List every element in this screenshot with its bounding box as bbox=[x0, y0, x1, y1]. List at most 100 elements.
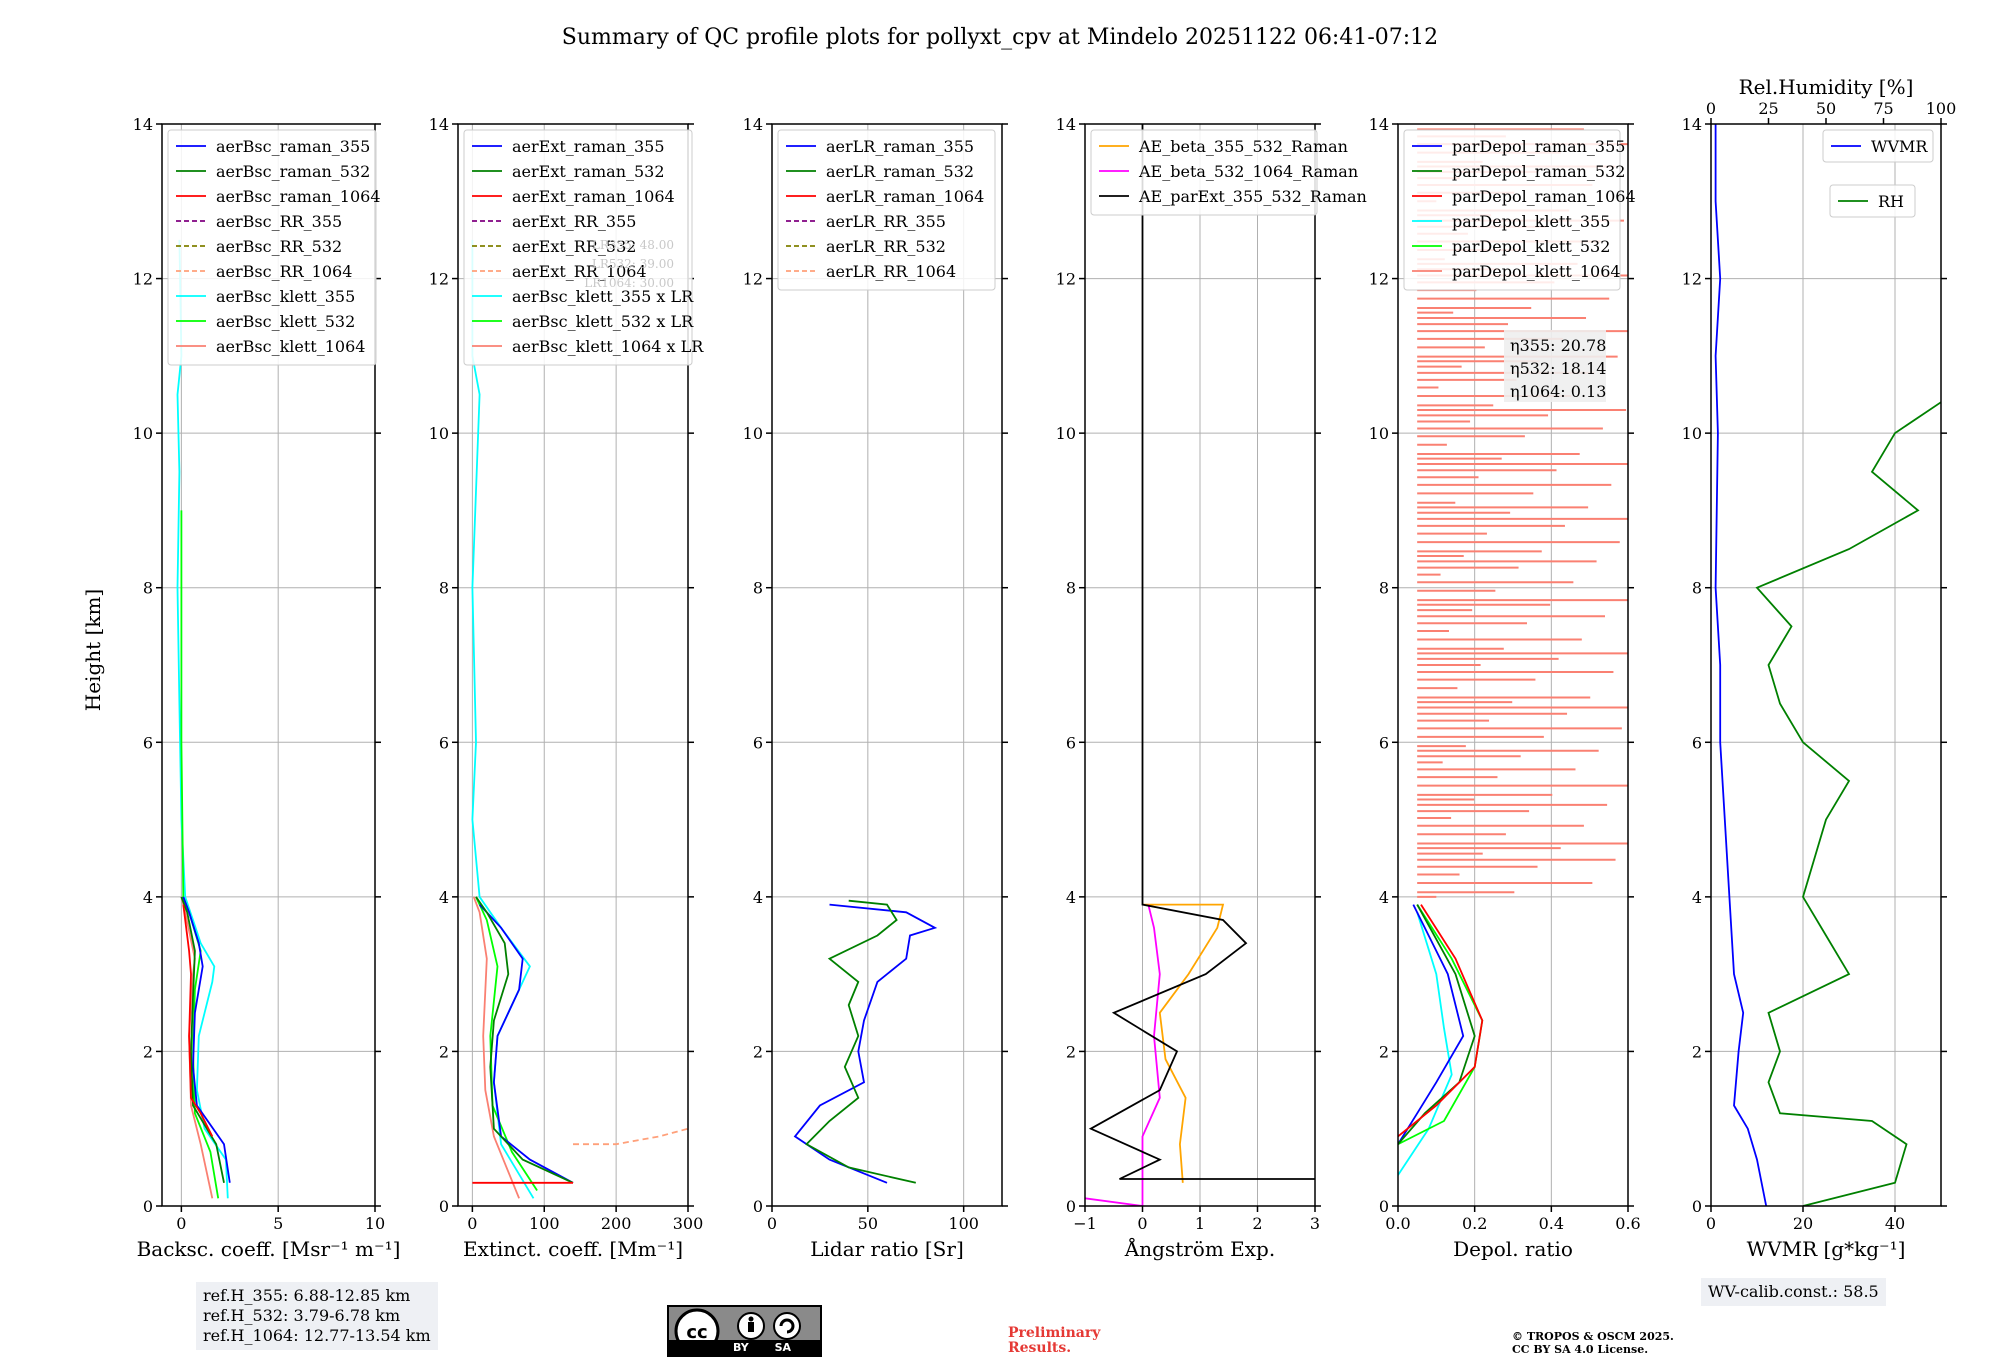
x-axis-label: Lidar ratio [Sr] bbox=[810, 1237, 964, 1261]
series-parDepol_klett_355 bbox=[1398, 912, 1453, 1176]
x-tick-label: 300 bbox=[673, 1214, 704, 1233]
series-aerExt_raman_532 bbox=[475, 896, 574, 1184]
y-tick-label: 14 bbox=[1682, 115, 1702, 134]
series-aerBsc_raman_1064 bbox=[182, 904, 214, 1137]
y-tick-label: 6 bbox=[143, 733, 153, 752]
y-tick-label: 4 bbox=[1066, 888, 1076, 907]
legend-label: aerBsc_raman_532 bbox=[216, 162, 370, 181]
x-tick-label: 0 bbox=[1137, 1214, 1147, 1233]
axes-frame bbox=[771, 123, 1003, 1207]
y-tick-label: 4 bbox=[1379, 888, 1389, 907]
series-aerBsc_klett_532 x LR bbox=[475, 896, 538, 1191]
legend-label: aerLR_raman_1064 bbox=[826, 187, 984, 206]
legend-box bbox=[167, 129, 377, 366]
x-tick-label: 1 bbox=[1195, 1214, 1205, 1233]
legend-label: AE_parExt_355_532_Raman bbox=[1138, 187, 1367, 206]
x-tick-label: 0 bbox=[176, 1214, 186, 1233]
panel-backscatter: 0 5 10 0 2 4 6 8 10 12 14 Backsc. coeff. [Msr⁻¹ m⁻¹… bbox=[133, 115, 401, 1261]
x-axis-label: WVMR [g*kg⁻¹] bbox=[1747, 1237, 1906, 1261]
figure-title: Summary of QC profile plots for pollyxt_… bbox=[562, 25, 1438, 50]
panel-lidar_ratio: 0 50 100 0 2 4 6 8 10 12 14 Lidar ratio [Sr] aerLR_r… bbox=[743, 115, 1008, 1261]
legend-label: parDepol_raman_532 bbox=[1452, 162, 1625, 181]
legend-label: aerExt_raman_532 bbox=[512, 162, 665, 181]
x-axis-label: Ångström Exp. bbox=[1124, 1236, 1275, 1261]
svg-text:cc: cc bbox=[686, 1322, 707, 1343]
legend-label: AE_beta_355_532_Raman bbox=[1138, 137, 1348, 156]
y-tick-label: 14 bbox=[1056, 115, 1076, 134]
legend-label: parDepol_klett_532 bbox=[1452, 237, 1610, 256]
y-tick-label: 12 bbox=[1682, 270, 1702, 289]
eta-annotations: η355: 20.78 η532: 18.14 η1064: 0.13 bbox=[1504, 330, 1606, 402]
y-tick-label: 6 bbox=[1692, 733, 1702, 752]
legend: WVMR RH bbox=[1822, 129, 1934, 218]
y-tick-label: 4 bbox=[753, 888, 763, 907]
copyright-line-1: © TROPOS & OSCM 2025. bbox=[1512, 1330, 1674, 1343]
y-tick-label: 14 bbox=[1369, 115, 1389, 134]
y-tick-label: 10 bbox=[743, 424, 763, 443]
axes-frame bbox=[1397, 123, 1629, 1207]
y-tick-label: 10 bbox=[133, 424, 153, 443]
series-aerBsc_klett_355 x LR bbox=[471, 239, 535, 1199]
series-aerExt_RR_1064 bbox=[573, 1127, 688, 1146]
series-aerBsc_klett_532 bbox=[180, 510, 220, 1199]
x-axis-label: Backsc. coeff. [Msr⁻¹ m⁻¹] bbox=[137, 1237, 401, 1261]
legend-label: aerLR_raman_355 bbox=[826, 137, 974, 156]
y-tick-label: 4 bbox=[143, 888, 153, 907]
y-tick-label: 10 bbox=[429, 424, 449, 443]
y-tick-label: 0 bbox=[439, 1197, 449, 1216]
legend-box bbox=[463, 129, 693, 366]
legend: aerLR_raman_355 aerLR_raman_532 aerLR_rama… bbox=[777, 129, 996, 291]
legend-box bbox=[1403, 129, 1621, 291]
lr-annotation: LR1064: 30.00 bbox=[584, 276, 674, 290]
series-aerBsc_klett_1064 bbox=[180, 896, 214, 1199]
y-tick-label: 0 bbox=[1066, 1197, 1076, 1216]
series-parDepol_klett_532 bbox=[1398, 904, 1484, 1146]
y-tick-label: 0 bbox=[143, 1197, 153, 1216]
legend-label: aerBsc_raman_355 bbox=[216, 137, 370, 156]
y-tick-label: 4 bbox=[1692, 888, 1702, 907]
legend-label: aerBsc_klett_355 x LR bbox=[512, 287, 694, 306]
y-tick-label: 2 bbox=[753, 1042, 763, 1061]
ref-height-1064: ref.H_1064: 12.77-13.54 km bbox=[203, 1326, 431, 1345]
series-parDepol_raman_355 bbox=[1398, 904, 1465, 1145]
y-tick-label: 8 bbox=[1066, 579, 1076, 598]
series-aerLR_raman_355 bbox=[793, 903, 938, 1184]
y-tick-label: 2 bbox=[439, 1042, 449, 1061]
lr-annotation: LR355: 48.00 bbox=[592, 238, 674, 252]
x-tick-label: 50 bbox=[858, 1214, 878, 1233]
series-aerBsc_raman_532 bbox=[180, 896, 225, 1183]
panel-depol: 0.0 0.2 0.4 0.6 0 2 4 6 8 10 12 14 Depol. ratio parDe… bbox=[1369, 115, 1641, 1261]
series-RH bbox=[1755, 401, 1941, 1206]
legend-label: AE_beta_532_1064_Raman bbox=[1138, 162, 1358, 181]
legend-label: aerBsc_klett_355 bbox=[216, 287, 355, 306]
panel-extinction: 0 100 200 300 0 2 4 6 8 10 12 14 Extinct. coeff. [Mm… bbox=[429, 115, 705, 1261]
x-tick-label: 0.4 bbox=[1539, 1214, 1564, 1233]
top-axis-label: Rel.Humidity [%] bbox=[1739, 75, 1914, 99]
y-tick-label: 6 bbox=[753, 733, 763, 752]
legend-label: parDepol_raman_355 bbox=[1452, 137, 1625, 156]
legend-label: aerLR_RR_1064 bbox=[826, 262, 956, 281]
preliminary-note: Preliminary Results. bbox=[1008, 1326, 1100, 1356]
y-tick-label: 8 bbox=[439, 579, 449, 598]
x-tick-label: 3 bbox=[1310, 1214, 1320, 1233]
series-aerBsc_klett_1064 x LR bbox=[472, 896, 520, 1199]
lr-annotation: LR532: 39.00 bbox=[592, 257, 674, 271]
ref-height-532: ref.H_532: 3.79-6.78 km bbox=[203, 1306, 401, 1325]
legend-box bbox=[1090, 129, 1318, 216]
y-tick-label: 8 bbox=[1692, 579, 1702, 598]
copyright-line-2: CC BY SA 4.0 License. bbox=[1512, 1343, 1649, 1356]
legend-label: parDepol_raman_1064 bbox=[1452, 187, 1636, 206]
x-tick-label: 20 bbox=[1793, 1214, 1813, 1233]
y-tick-label: 8 bbox=[143, 579, 153, 598]
eta-box bbox=[1504, 330, 1606, 402]
series-aerExt_raman_355 bbox=[478, 903, 574, 1184]
legend: parDepol_raman_355 parDepol_raman_532 parD… bbox=[1403, 129, 1636, 291]
wv-calibration-box: WV-calib.const.: 58.5 bbox=[1701, 1278, 1886, 1306]
legend: AE_beta_355_532_Raman AE_beta_532_1064_Ra… bbox=[1090, 129, 1367, 216]
series-group bbox=[471, 239, 688, 1199]
license-badge-text: BY SA bbox=[733, 1341, 792, 1354]
series-parDepol_raman_1064 bbox=[1398, 904, 1484, 1138]
y-tick-label: 4 bbox=[439, 888, 449, 907]
x-tick-label: 2 bbox=[1252, 1214, 1262, 1233]
